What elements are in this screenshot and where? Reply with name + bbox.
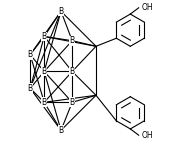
Text: B: B (28, 84, 33, 93)
Text: B: B (58, 126, 64, 135)
Text: OH: OH (142, 3, 153, 12)
Text: B: B (42, 32, 47, 41)
Text: OH: OH (142, 131, 153, 140)
Text: B: B (70, 98, 75, 107)
Text: B: B (58, 7, 64, 16)
Text: B: B (42, 98, 47, 107)
Text: B: B (42, 67, 47, 76)
Text: B: B (70, 67, 75, 76)
Text: B: B (28, 50, 33, 59)
Text: B: B (70, 36, 75, 45)
